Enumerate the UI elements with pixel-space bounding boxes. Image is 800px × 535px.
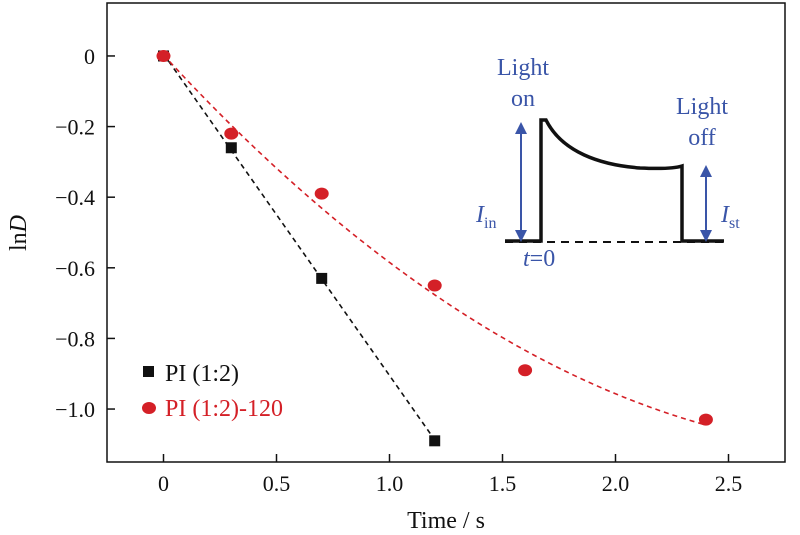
legend-marker-pi-1-2 (143, 366, 154, 377)
data-point-series-1 (156, 49, 171, 62)
legend: PI (1:2) PI (1:2)-120 (142, 361, 283, 422)
x-tick-label: 1.0 (376, 471, 404, 496)
inset-light-off-line2: off (688, 125, 716, 151)
x-axis-title: Time / s (407, 508, 485, 534)
y-axis-title-italic: D (6, 215, 32, 233)
inset-label-i-in-sub: in (484, 215, 496, 232)
fit-lines (162, 53, 707, 441)
inset-light-on-line2: on (511, 86, 535, 112)
data-point-series-1 (518, 364, 533, 377)
fit-line-series-0 (162, 53, 436, 441)
y-tick-label: −0.2 (55, 115, 95, 140)
x-tick-label: 0 (158, 471, 169, 496)
inset-schematic: Light on Light off Iin Ist t=0 (475, 55, 740, 272)
inset-signal-curve (505, 118, 724, 243)
inset-light-on-line1: Light (497, 55, 549, 81)
legend-label-pi-1-2: PI (1:2) (165, 361, 239, 387)
inset-label-i-st-sub: st (729, 215, 740, 232)
plot-frame (106, 2, 786, 463)
x-tick-label: 0.5 (263, 471, 291, 496)
x-tick-label: 2.0 (602, 471, 630, 496)
y-tick-label: −0.4 (55, 185, 95, 210)
inset-label-i-in-main: I (475, 202, 485, 228)
y-tick-label: −1.0 (55, 397, 95, 422)
data-point-series-1 (314, 187, 329, 200)
inset-label-t-zero-rest: =0 (530, 246, 556, 272)
data-point-series-1 (698, 413, 713, 426)
data-markers (156, 49, 713, 447)
y-tick-label: 0 (84, 44, 95, 69)
data-point-series-0 (429, 435, 441, 447)
data-point-series-0 (225, 142, 237, 154)
x-tick-label: 1.5 (489, 471, 517, 496)
y-tick-label: −0.8 (55, 326, 95, 351)
legend-marker-pi-1-2-120 (142, 402, 156, 414)
inset-label-i-st-main: I (720, 202, 730, 228)
y-tick-label: −0.6 (55, 256, 95, 281)
x-tick-label: 2.5 (715, 471, 743, 496)
legend-label-pi-1-2-120: PI (1:2)-120 (165, 396, 283, 422)
data-point-series-1 (427, 279, 442, 292)
data-point-series-1 (224, 127, 239, 140)
inset-label-t-zero: t=0 (523, 246, 555, 272)
inset-label-i-in: Iin (475, 202, 496, 232)
x-axis: 0 0.5 1.0 1.5 2.0 2.5 (158, 454, 742, 496)
y-axis-title-main: ln (6, 232, 32, 251)
inset-label-t-zero-italic: t (523, 246, 531, 272)
y-axis: 0 −0.2 −0.4 −0.6 −0.8 −1.0 (55, 44, 115, 422)
data-point-series-0 (316, 272, 328, 284)
fit-line-series-1 (162, 54, 707, 426)
inset-light-off-line1: Light (676, 94, 728, 120)
inset-label-i-st: Ist (720, 202, 740, 232)
y-axis-title: lnD (6, 215, 32, 251)
